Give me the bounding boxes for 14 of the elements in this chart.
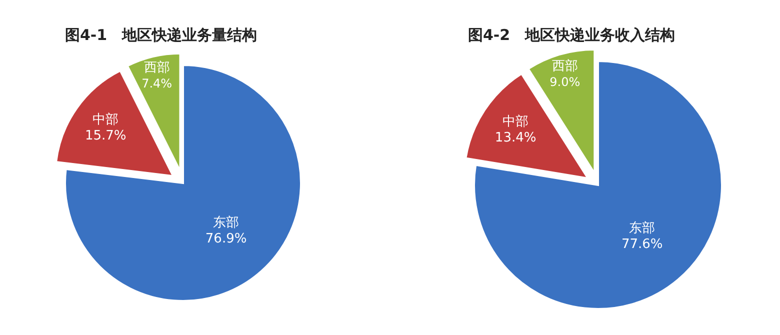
slice-label: 东部: [213, 216, 240, 231]
chart-title: 图4-1 地区快递业务量结构: [65, 26, 258, 44]
slice-label: 西部: [552, 59, 578, 74]
slice-label: 东部: [629, 221, 656, 236]
slice-label: 中部: [502, 114, 529, 130]
data-label: 13.4%: [494, 130, 536, 146]
data-label: 77.6%: [621, 237, 663, 252]
data-label: 7.4%: [142, 76, 172, 91]
slice-label: 中部: [92, 112, 119, 128]
chart-title: 图4-2 地区快递业务收入结构: [468, 26, 676, 44]
slice-label: 西部: [144, 60, 170, 76]
data-label: 9.0%: [550, 75, 580, 90]
data-label: 15.7%: [84, 128, 126, 144]
data-label: 76.9%: [205, 232, 247, 247]
